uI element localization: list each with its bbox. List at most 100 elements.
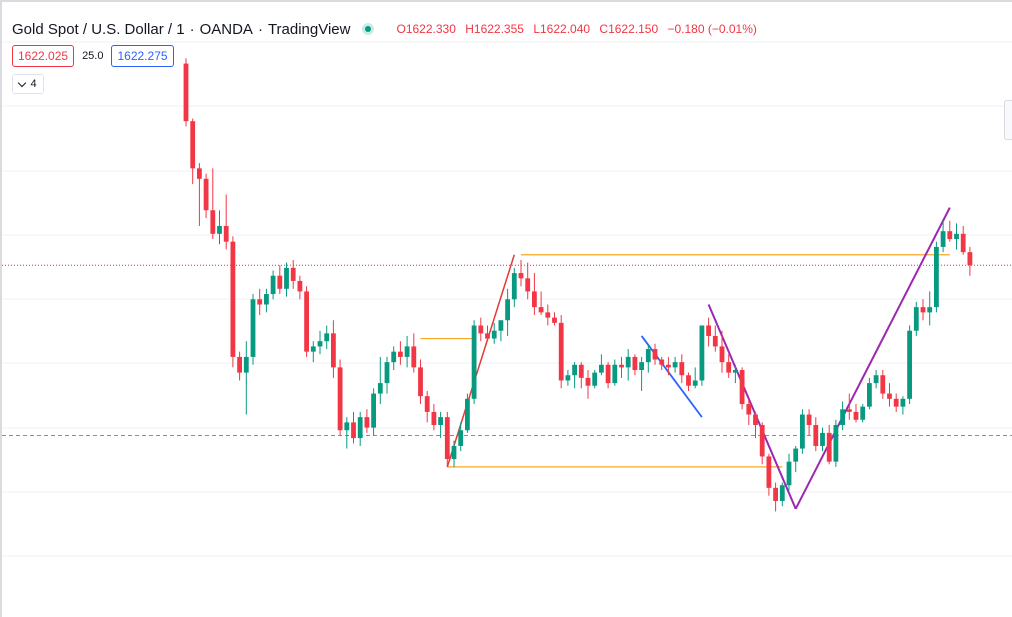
high-value: 1622.355 xyxy=(473,22,524,36)
candle xyxy=(592,370,598,389)
candle-body xyxy=(800,414,805,449)
candle-body xyxy=(813,425,819,446)
candle-body xyxy=(290,267,296,281)
indicators-toggle-button[interactable]: 4 xyxy=(12,74,44,94)
candle xyxy=(954,223,959,250)
sell-button[interactable]: 1622.025 xyxy=(12,45,75,67)
candle xyxy=(840,401,845,431)
candle-body xyxy=(444,417,450,460)
candle xyxy=(719,330,725,373)
candle-body xyxy=(331,333,336,368)
candle xyxy=(458,422,464,452)
candle xyxy=(525,262,531,300)
candle-body xyxy=(927,307,933,313)
candle-body xyxy=(880,375,886,394)
purple-leg-line xyxy=(794,207,951,510)
candle-body xyxy=(344,422,350,431)
candle xyxy=(485,325,490,342)
candle xyxy=(438,411,443,439)
interval-label: 1 xyxy=(176,20,185,38)
title-separator: / xyxy=(163,20,177,38)
buy-button[interactable]: 1622.275 xyxy=(111,45,174,67)
platform-label: TradingView xyxy=(267,20,351,38)
market-status-icon[interactable] xyxy=(362,23,375,35)
symbol-title[interactable]: Gold Spot / U.S. Dollar xyxy=(12,20,164,38)
candle-body xyxy=(619,364,624,368)
candle xyxy=(411,333,417,373)
candle-body xyxy=(237,356,242,373)
candle xyxy=(351,411,356,444)
candle-body xyxy=(954,233,959,240)
candle-body xyxy=(511,273,517,300)
candle xyxy=(726,354,732,378)
candle-body xyxy=(197,168,202,179)
candle xyxy=(853,404,859,423)
candle xyxy=(203,173,209,219)
candle xyxy=(404,335,410,368)
candle xyxy=(511,267,517,308)
candle-body xyxy=(384,362,390,384)
candle xyxy=(431,404,437,431)
change-value: −0.180 (−0.01%) xyxy=(667,22,757,36)
candle xyxy=(585,370,591,399)
candle-body xyxy=(846,409,852,412)
candle-body xyxy=(478,325,484,334)
candle-body xyxy=(230,241,236,357)
candle-body xyxy=(351,422,356,439)
candle-body xyxy=(940,231,946,247)
candle-body xyxy=(532,291,537,308)
candle xyxy=(820,427,825,452)
candle xyxy=(444,411,450,467)
candle-body xyxy=(210,210,216,234)
candle-body xyxy=(739,370,745,405)
ohlc-values: O1622.330 H1622.355 L1622.040 C1622.150 … xyxy=(396,22,756,36)
candle-body xyxy=(893,398,899,407)
candle-body xyxy=(652,349,658,360)
candle-body xyxy=(565,375,571,381)
candle-body xyxy=(632,356,638,370)
open-key: O xyxy=(396,22,406,36)
candle-body xyxy=(840,409,845,425)
candle xyxy=(304,286,309,357)
candle-body xyxy=(934,246,939,308)
candle-body xyxy=(913,307,919,331)
candle-body xyxy=(786,461,792,486)
purple-leg-line xyxy=(707,304,797,510)
candle xyxy=(645,343,651,373)
candle-body xyxy=(525,278,531,292)
candle xyxy=(699,325,705,386)
title-dot-2: · xyxy=(257,20,263,38)
spread-value: 25.0 xyxy=(82,50,104,62)
candle-body xyxy=(719,346,725,363)
candle xyxy=(532,273,537,315)
candle xyxy=(491,322,497,344)
candle xyxy=(947,220,953,242)
candle-body xyxy=(659,359,665,365)
candle-body xyxy=(217,225,222,234)
candle xyxy=(860,404,866,423)
candle-body xyxy=(505,299,510,321)
candle xyxy=(599,354,604,376)
candle xyxy=(331,320,336,378)
candle-body xyxy=(491,330,497,339)
candle-body xyxy=(900,398,906,407)
right-panel-handle[interactable] xyxy=(1004,100,1012,140)
chart-candles xyxy=(183,58,973,512)
candle-body xyxy=(779,485,785,501)
candle xyxy=(786,453,792,491)
candle xyxy=(753,411,758,439)
candle-body xyxy=(458,430,464,446)
candle-body xyxy=(411,346,417,368)
candle-body xyxy=(806,414,812,425)
candle-body xyxy=(558,322,564,381)
candle xyxy=(578,362,584,389)
candle-body xyxy=(391,351,397,363)
candle-body xyxy=(706,325,711,336)
candle-body xyxy=(793,448,799,462)
candle xyxy=(324,325,330,350)
candle xyxy=(967,246,973,276)
candle xyxy=(270,270,276,300)
candle xyxy=(310,341,316,363)
candle xyxy=(934,241,939,313)
